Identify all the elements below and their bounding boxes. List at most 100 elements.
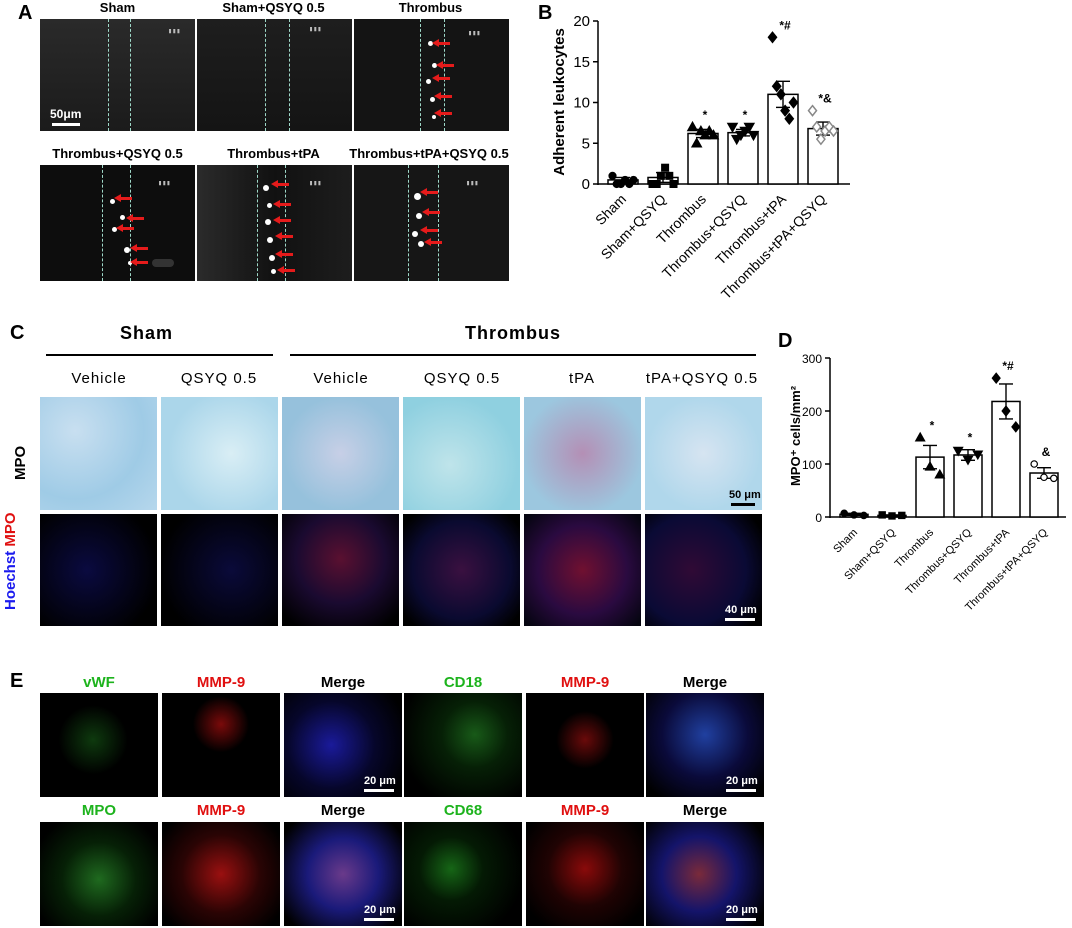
data-point <box>661 163 670 172</box>
panel-e-merge-b: 20 μm <box>646 693 764 797</box>
panel-e-row2-head-4: CD68 <box>443 802 483 819</box>
panel-c-col-1: Vehicle <box>71 370 127 387</box>
significance-label: *& <box>818 92 832 106</box>
panel-a-image-thrombus-qsyq: ▮▮▮ <box>40 165 195 281</box>
y-axis-label: MPO⁺ cells/mm² <box>788 385 803 486</box>
data-point <box>743 122 756 133</box>
panel-e-mmp9-d <box>526 822 644 926</box>
x-tick-label: Sham <box>592 191 629 228</box>
panel-e-mmp9-c <box>162 822 280 926</box>
data-point <box>771 79 782 93</box>
panel-c-row2-mpo: MPO <box>2 512 19 547</box>
panel-a-title-6: Thrombus+tPA+QSYQ 0.5 <box>349 146 509 161</box>
panel-e-scalebar-1 <box>364 789 394 792</box>
panel-a-scalebar <box>52 123 80 126</box>
data-point <box>767 31 778 44</box>
data-point <box>878 511 886 519</box>
data-point <box>775 88 786 101</box>
panel-c-col-6: tPA+QSYQ 0.5 <box>645 370 759 387</box>
panel-c-scalebar-bottom-label: 40 μm <box>725 604 757 616</box>
y-tick-label: 100 <box>802 458 822 472</box>
panel-e-scalebar-4-label: 20 μm <box>726 904 758 916</box>
panel-e-scalebar-3 <box>364 918 394 921</box>
panel-c-col-5: tPA <box>568 370 596 387</box>
data-point <box>656 171 665 180</box>
data-point <box>807 104 818 117</box>
panel-a-letter: A <box>18 2 33 24</box>
panel-e-mmp9-a <box>162 693 280 797</box>
panel-c-group-sham: Sham <box>120 323 174 343</box>
data-point <box>1030 460 1039 468</box>
panel-e-scalebar-3-label: 20 μm <box>364 904 396 916</box>
panel-c-if-sham-vehicle <box>40 514 157 626</box>
significance-label: * <box>930 419 935 433</box>
panel-a-title-5: Thrombus+tPA <box>227 146 320 161</box>
data-point <box>991 372 1001 385</box>
panel-c-scalebar-top-label: 50 μm <box>729 489 761 501</box>
data-point <box>788 96 799 109</box>
y-axis-label: Adherent leukocytes <box>551 28 568 176</box>
significance-label: *# <box>1002 359 1014 373</box>
panel-c-col-2: QSYQ 0.5 <box>180 370 258 387</box>
panel-e-vwf <box>40 693 158 797</box>
panel-c-if-sham-qsyq <box>161 514 278 626</box>
data-point <box>952 446 964 457</box>
panel-c-col-4: QSYQ 0.5 <box>423 370 501 387</box>
x-tick-label: Sham <box>831 527 860 556</box>
y-tick-label: 0 <box>815 511 822 525</box>
data-point <box>735 130 747 142</box>
data-point <box>840 509 848 518</box>
data-point <box>898 511 906 520</box>
panel-e-merge-c: 20 μm <box>284 822 402 926</box>
x-tick-label: Thrombus+QSYQ <box>904 526 975 597</box>
data-point <box>914 431 926 442</box>
data-point <box>811 120 822 134</box>
bar <box>687 132 719 185</box>
data-point <box>934 468 946 479</box>
panel-c-col-3: Vehicle <box>313 370 369 387</box>
panel-e-row1-head-2: MMP-9 <box>196 674 246 691</box>
panel-e-row1-head-3: Merge <box>320 674 366 691</box>
data-point <box>608 171 617 180</box>
y-tick-label: 200 <box>802 405 822 419</box>
panel-c-row2-hoechst: Hoechst <box>2 550 19 610</box>
panel-e-scalebar-2-label: 20 μm <box>726 775 758 787</box>
data-point <box>1001 405 1011 417</box>
panel-a-scalebar-label: 50μm <box>50 107 82 121</box>
data-point <box>888 512 896 520</box>
data-point <box>703 124 716 136</box>
panel-c-scalebar-bottom <box>725 618 755 621</box>
panel-c-ihc-sham-vehicle <box>40 397 157 510</box>
panel-c-ihc-thrombus-vehicle <box>282 397 399 510</box>
panel-a-image-thrombus: ▮▮▮ <box>354 19 509 131</box>
data-point <box>784 112 795 126</box>
panel-c-ihc-thrombus-tpa <box>524 397 641 510</box>
data-point <box>686 120 699 132</box>
data-point <box>739 126 751 138</box>
y-tick-label: 10 <box>573 95 590 112</box>
panel-e-row2-head-3: Merge <box>320 802 366 819</box>
panel-a-image-sham: ▮▮▮ 50μm <box>40 19 195 131</box>
y-tick-label: 300 <box>802 352 822 366</box>
panel-a-title-4: Thrombus+QSYQ 0.5 <box>52 146 183 161</box>
panel-a-title-2: Sham+QSYQ 0.5 <box>222 0 325 15</box>
panel-e-scalebar-2 <box>726 789 756 792</box>
panel-b-letter: B <box>538 2 553 24</box>
data-point <box>726 122 739 133</box>
panel-e-row2-head-5: MMP-9 <box>560 802 610 819</box>
data-point <box>860 511 868 520</box>
panel-a-image-thrombus-tpa-qsyq: ▮▮▮ <box>354 165 509 281</box>
panel-e-mpo <box>40 822 158 926</box>
data-point <box>815 132 826 146</box>
panel-e-cd18 <box>404 693 522 797</box>
data-point <box>1040 473 1048 482</box>
x-tick-label: Thrombus+tPA <box>712 190 789 267</box>
significance-label: * <box>743 108 748 122</box>
data-point <box>1049 474 1058 483</box>
panel-c-letter: C <box>10 322 25 344</box>
panel-c-row1-label: MPO <box>12 445 29 480</box>
panel-e-mmp9-b <box>526 693 644 797</box>
significance-label: *# <box>779 18 791 32</box>
data-point <box>924 460 936 471</box>
